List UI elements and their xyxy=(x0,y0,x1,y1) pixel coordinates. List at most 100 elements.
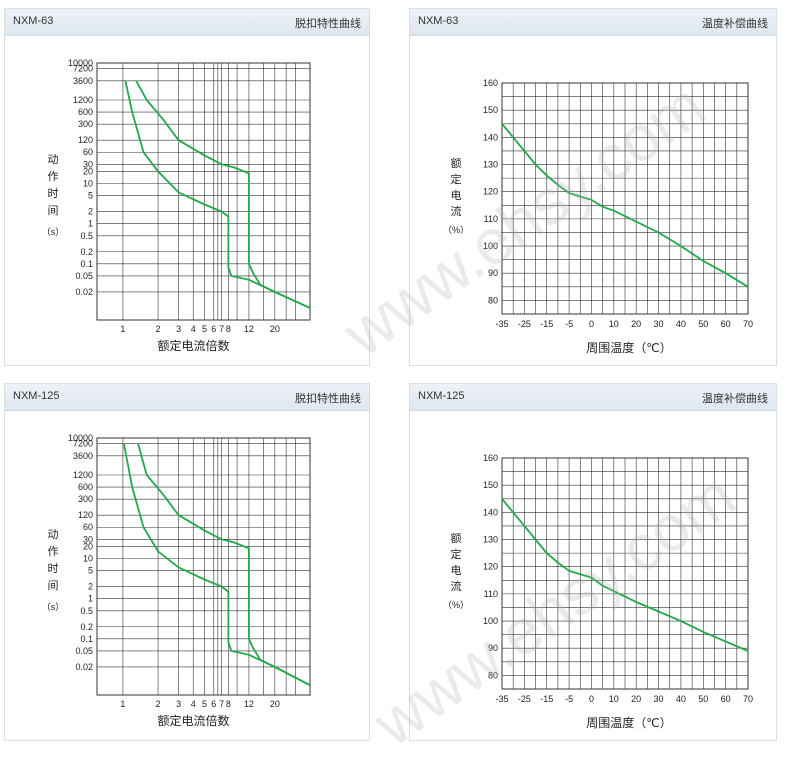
x-tick-label: 8 xyxy=(226,699,231,709)
y-tick-label: 1200 xyxy=(73,95,93,105)
y-axis-label: 额 xyxy=(451,532,462,545)
y-tick-label: 0.02 xyxy=(75,662,93,672)
trip-curve-series-1 xyxy=(135,80,311,309)
chart-type-label: 温度补偿曲线 xyxy=(702,393,768,405)
y-axis-label: 流 xyxy=(451,204,462,218)
x-tick-label: 8 xyxy=(226,324,231,334)
y-axis-label: （%） xyxy=(443,600,469,610)
y-tick-label: 300 xyxy=(78,494,93,504)
y-tick-label: 140 xyxy=(483,507,498,517)
y-tick-label: 0.5 xyxy=(80,231,93,241)
y-tick-label: 120 xyxy=(483,562,498,572)
y-tick-label: 150 xyxy=(483,105,498,115)
plot-frame xyxy=(96,437,311,696)
y-axis-label: （%） xyxy=(443,225,469,235)
y-axis-label: （s） xyxy=(42,227,65,237)
y-tick-label: 130 xyxy=(483,535,498,545)
y-tick-label: 3600 xyxy=(73,451,93,461)
y-tick-label: 1200 xyxy=(73,470,93,480)
x-tick-label: -15 xyxy=(540,319,553,329)
y-tick-label: 140 xyxy=(483,132,498,142)
y-tick-label: 0.02 xyxy=(75,287,93,297)
trip-curve-series-1 xyxy=(137,443,311,686)
x-tick-label: 12 xyxy=(244,699,254,709)
y-axis-label: 电 xyxy=(451,189,462,202)
model-label: NXM-125 xyxy=(418,390,465,402)
y-tick-label: 0.1 xyxy=(80,259,93,269)
y-axis-label: 动 xyxy=(48,153,59,166)
y-tick-label: 120 xyxy=(483,187,498,197)
y-axis-label: 作 xyxy=(48,545,59,558)
panel-temp-curve-nxm63: NXM-63 温度补偿曲线 80 90 100 110 120 130 140 150 160-… xyxy=(409,8,777,366)
y-tick-label: 100 xyxy=(483,241,498,251)
y-tick-label: 110 xyxy=(484,214,498,224)
trip-chart: 10000720036001200600300120603020105210.5… xyxy=(42,58,311,353)
temp-chart: 80 90 100 110 120 130 140 150 160 -35 -25 -15 -5 0 10 2… xyxy=(443,453,753,730)
x-tick-label: 0 xyxy=(589,694,594,704)
y-tick-label: 0.2 xyxy=(80,247,93,257)
panel-temp-curve-nxm125: NXM-125 温度补偿曲线 80 90 100 110 120 130 140 150 160… xyxy=(409,383,777,741)
y-tick-label: 600 xyxy=(78,482,93,492)
y-tick-label: 0.05 xyxy=(75,271,93,281)
x-tick-label: 70 xyxy=(743,694,753,704)
x-tick-label: 10 xyxy=(609,694,619,704)
y-tick-label: 30 xyxy=(83,159,93,169)
y-tick-label: 150 xyxy=(483,480,498,490)
y-axis-label: 动 xyxy=(48,528,59,541)
trip-chart: 10000720036001200600300120603020105210.5… xyxy=(42,433,311,728)
temp-curve-series-0 xyxy=(501,498,749,652)
y-tick-label: 20 xyxy=(83,541,93,551)
y-tick-label: 3600 xyxy=(73,76,93,86)
y-axis-label: 定 xyxy=(451,547,462,561)
chart-type-label: 温度补偿曲线 xyxy=(702,18,768,30)
y-tick-label: 0.05 xyxy=(75,646,93,656)
y-tick-label: 2 xyxy=(88,582,93,592)
y-tick-label: 60 xyxy=(83,147,93,157)
panel-trip-curve-nxm125: NXM-125 脱扣特性曲线 10000 7200 3600 1200 600 300 12… xyxy=(4,383,370,741)
y-tick-label: 120 xyxy=(78,510,93,520)
x-tick-label: 12 xyxy=(244,324,254,334)
y-tick-label: 80 xyxy=(488,670,498,680)
y-tick-label: 2 xyxy=(88,207,93,217)
y-tick-label: 60 xyxy=(83,522,93,532)
y-axis-label: 定 xyxy=(451,172,462,186)
x-tick-label: 2 xyxy=(156,324,161,334)
y-axis-label: 间 xyxy=(48,579,59,592)
y-tick-label: 10000 xyxy=(68,58,93,68)
x-tick-label: -15 xyxy=(540,694,553,704)
x-tick-label: 7 xyxy=(219,324,224,334)
chart-type-label: 脱扣特性曲线 xyxy=(295,393,361,405)
y-tick-label: 20 xyxy=(83,166,93,176)
plot-frame xyxy=(501,457,749,690)
y-axis-label: 额 xyxy=(451,157,462,170)
y-tick-label: 0.5 xyxy=(80,606,93,616)
x-axis-label: 周围温度（℃） xyxy=(586,715,671,730)
y-axis-label: 时 xyxy=(48,562,59,575)
y-tick-label: 30 xyxy=(83,534,93,544)
x-tick-label: 4 xyxy=(191,699,196,709)
x-tick-label: 4 xyxy=(191,324,196,334)
plot-frame xyxy=(96,62,311,321)
y-axis-label: 间 xyxy=(48,204,59,217)
x-tick-label: 3 xyxy=(176,324,181,334)
x-tick-label: 7 xyxy=(219,699,224,709)
panel-header: NXM-63 温度补偿曲线 xyxy=(410,9,776,36)
x-tick-label: -25 xyxy=(518,319,531,329)
y-tick-label: 10000 xyxy=(68,433,93,443)
x-tick-label: 20 xyxy=(270,699,280,709)
x-tick-label: 5 xyxy=(202,324,207,334)
y-axis-label: 时 xyxy=(48,187,59,200)
x-tick-label: 0 xyxy=(589,319,594,329)
y-tick-label: 1 xyxy=(88,219,93,229)
x-tick-label: 50 xyxy=(698,319,708,329)
x-axis-label: 额定电流倍数 xyxy=(157,713,229,728)
y-tick-label: 130 xyxy=(483,160,498,170)
y-tick-label: 90 xyxy=(488,268,498,278)
x-tick-label: 30 xyxy=(654,319,664,329)
x-tick-label: 60 xyxy=(721,694,731,704)
trip-curve-series-0 xyxy=(124,80,311,309)
x-tick-label: 40 xyxy=(676,694,686,704)
y-tick-label: 90 xyxy=(488,643,498,653)
x-tick-label: 20 xyxy=(631,319,641,329)
panel-header: NXM-63 脱扣特性曲线 xyxy=(5,9,369,36)
